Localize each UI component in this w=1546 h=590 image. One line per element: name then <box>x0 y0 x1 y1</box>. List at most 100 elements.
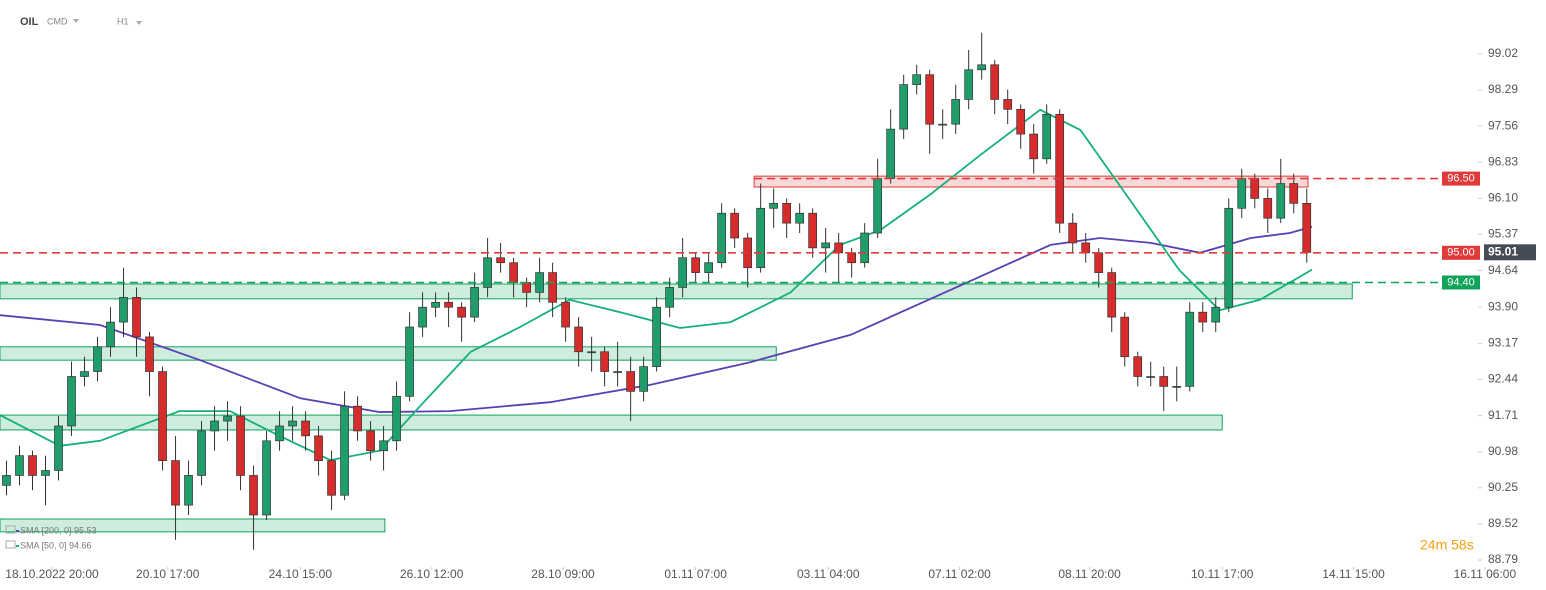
candle-body <box>1211 306 1221 323</box>
candle-body <box>2 475 11 486</box>
candle-body <box>626 371 635 392</box>
candle-body <box>1250 178 1260 199</box>
candle-body <box>1029 133 1039 160</box>
dropdown-arrow[interactable] <box>73 19 79 23</box>
y-tick-label: 97.56 <box>1488 118 1518 132</box>
interval[interactable]: H1 <box>117 16 129 26</box>
candle-body <box>340 405 349 496</box>
candle-body <box>1302 202 1312 253</box>
legend-entry[interactable]: SMA [200, 0] 95.53 <box>20 525 97 535</box>
candle-body <box>665 287 674 308</box>
candle-body <box>145 336 154 372</box>
candle-body <box>704 262 713 273</box>
candle-body <box>964 69 974 100</box>
symbol[interactable]: OIL <box>20 16 39 28</box>
candle-body <box>938 123 948 126</box>
candle-body <box>262 440 271 516</box>
price-level-label: 94.40 <box>1447 276 1475 288</box>
candle-timer: 24m 58s <box>1420 537 1474 553</box>
candle-body <box>483 257 492 288</box>
candle-body <box>847 252 857 264</box>
candle-body <box>795 212 805 224</box>
y-tick-label: 93.90 <box>1488 299 1518 313</box>
candle-body <box>132 296 141 338</box>
candle-body <box>977 64 987 71</box>
candle-body <box>431 301 440 308</box>
dropdown-arrow[interactable] <box>136 21 142 25</box>
y-tick-label: 95.37 <box>1488 227 1518 241</box>
candle-body <box>834 242 844 254</box>
candle-body <box>652 306 661 367</box>
y-tick-label: 89.52 <box>1488 516 1518 530</box>
price-level-box <box>1442 275 1480 290</box>
candle-body <box>1224 207 1234 308</box>
y-tick-label: 96.83 <box>1488 154 1518 168</box>
y-tick-label: 92.44 <box>1488 372 1518 386</box>
candle-body <box>782 202 792 224</box>
legend-icon[interactable] <box>5 525 16 534</box>
candle-body <box>54 425 63 471</box>
sma-line <box>0 225 1313 414</box>
candle-body <box>184 475 193 506</box>
legend-icon[interactable] <box>5 540 16 549</box>
y-tick-label: 99.02 <box>1488 46 1518 60</box>
x-tick-label: 07.11 02:00 <box>928 567 991 581</box>
current-price-box <box>1484 244 1536 261</box>
x-tick-label: 28.10 09:00 <box>531 567 595 581</box>
x-tick-label: 14.11 15:00 <box>1322 567 1385 581</box>
candle-body <box>496 257 505 264</box>
price-level-label: 95.00 <box>1447 247 1475 259</box>
candle-body <box>1120 316 1130 358</box>
x-tick-label: 26.10 12:00 <box>400 567 464 581</box>
candle-body <box>301 420 310 437</box>
candle-body <box>1055 113 1065 224</box>
candle-body <box>418 306 427 328</box>
asset-class[interactable]: CMD <box>47 16 68 26</box>
candle-body <box>1133 356 1143 377</box>
zone <box>0 283 1353 300</box>
x-tick-label: 18.10.2022 20:00 <box>5 567 99 581</box>
candle-body <box>314 435 323 461</box>
zone <box>753 175 1309 188</box>
candle-body <box>522 282 531 293</box>
candle-body <box>1289 183 1299 204</box>
candle-body <box>210 420 219 432</box>
y-tick-label: 88.79 <box>1488 552 1518 566</box>
candle-body <box>1094 252 1104 273</box>
candle-body <box>509 262 518 283</box>
candle-body <box>275 425 284 442</box>
candle-body <box>1081 242 1091 254</box>
candle-body <box>457 306 466 318</box>
y-tick-label: 98.29 <box>1488 82 1518 96</box>
candle-body <box>587 351 596 354</box>
candle-body <box>1016 108 1026 135</box>
candle-body <box>1146 376 1156 378</box>
x-tick-label: 20.10 17:00 <box>136 567 200 581</box>
candle-body <box>899 84 909 130</box>
y-tick-label: 91.71 <box>1488 408 1518 422</box>
x-tick-label: 16.11 06:00 <box>1454 567 1517 581</box>
candle-body <box>1003 99 1013 110</box>
candle-body <box>288 420 297 427</box>
candle-body <box>1185 311 1195 387</box>
candle-body <box>327 460 336 496</box>
candle-body <box>236 415 245 476</box>
candle-body <box>912 74 922 85</box>
x-tick-label: 01.11 07:00 <box>664 567 727 581</box>
candle-body <box>379 440 388 452</box>
candle-body <box>548 272 557 303</box>
candle-body <box>1068 222 1078 244</box>
candle-body <box>1198 311 1208 323</box>
candle-body <box>886 128 896 179</box>
candle-body <box>41 470 50 476</box>
candle-body <box>470 287 479 318</box>
candle-body <box>1276 183 1286 219</box>
candle-body <box>613 371 622 373</box>
candle-body <box>1159 376 1169 387</box>
price-level-label: 96.50 <box>1447 173 1475 185</box>
x-tick-label: 10.11 17:00 <box>1191 567 1254 581</box>
legend-entry[interactable]: SMA [50, 0] 94.66 <box>20 540 92 550</box>
candle-body <box>93 346 102 372</box>
y-tick-label: 94.64 <box>1488 263 1518 277</box>
candle-body <box>80 371 89 377</box>
